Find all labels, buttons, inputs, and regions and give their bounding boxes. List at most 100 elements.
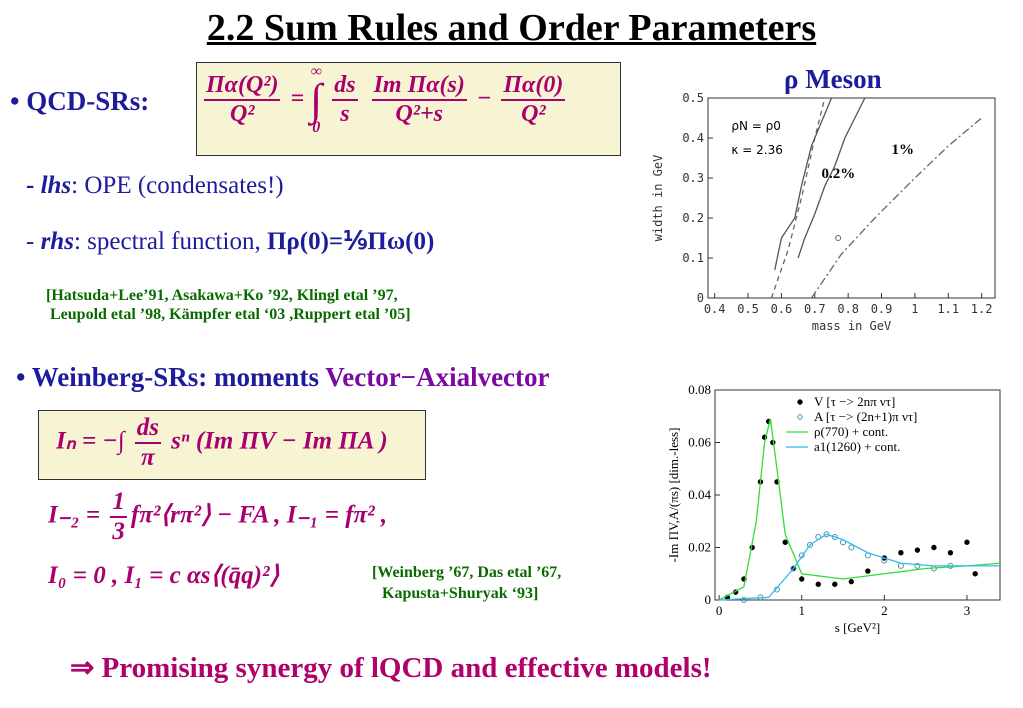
data-point [931, 544, 937, 551]
text: [Hatsuda+Lee’91, Asakawa+Ko ’92, Klingl … [46, 287, 398, 304]
y-tick-label: 0 [705, 592, 712, 607]
data-point [815, 581, 821, 587]
line-series [810, 117, 983, 299]
data-point [947, 550, 954, 556]
y-tick-label: 0 [697, 291, 704, 305]
y-tick-label: 0.08 [688, 382, 711, 397]
formula: I₀ = 0 , I₁ = c αs⟨(q̄q)²⟩ [48, 562, 280, 589]
data-point [831, 534, 838, 540]
line-series [718, 418, 1001, 601]
formula-part: ds [134, 414, 161, 444]
conclusion: ⇒ Promising synergy of lQCD and effectiv… [70, 652, 712, 684]
formula-part: 3 [112, 518, 125, 545]
line-series [774, 97, 833, 271]
y-tick-label: 0.04 [688, 487, 711, 502]
text: : OPE (condensates!) [71, 172, 284, 199]
data-point [972, 571, 978, 577]
data-point [914, 562, 921, 569]
formula-part: Q² [521, 101, 546, 127]
text: Πρ(0)=⅑Πω(0) [266, 228, 435, 255]
formula-part: − [476, 85, 492, 112]
x-tick-label: 0.6 [771, 302, 793, 316]
formula: I₋₂ = 1 3 fπ²⟨rπ²⟩ − FA , I₋₁ = fπ² , [48, 488, 387, 546]
formula-part: s [340, 101, 350, 127]
annotation: κ = 2.36 [731, 143, 782, 157]
data-point [799, 576, 805, 582]
text: Vector−Axialvector [325, 362, 550, 392]
data-point [835, 235, 842, 241]
formula: Iₙ = −∫ ds π sⁿ (Im ΠV − Im ΠA ) [56, 414, 388, 472]
y-tick-label: 0.3 [682, 171, 704, 185]
formula-part: Q²+s [395, 101, 443, 127]
formula-part: Πα(Q²) [204, 72, 281, 101]
x-tick-label: 0.7 [804, 302, 826, 316]
legend-label: A [τ −> (2n+1)π ντ] [814, 409, 917, 424]
data-point [898, 550, 904, 556]
chart: 0 1 2 3 0 0.02 0.04 0.06 0.08 s [GeV²] -Im ΠV,A/(π… [660, 382, 1002, 634]
formula-part: ∞ [310, 63, 322, 80]
data-point [782, 539, 788, 545]
reference: [Hatsuda+Lee’91, Asakawa+Ko ’92, Klingl … [46, 286, 411, 324]
formula-part: Iₙ = −∫ [56, 427, 125, 455]
x-axis-label: s [GeV²] [835, 620, 880, 634]
x-tick-label: 1 [798, 603, 805, 618]
x-tick-label: 3 [964, 603, 971, 618]
data-point [740, 597, 747, 603]
legend-label: V [τ −> 2nπ ντ] [814, 394, 895, 409]
x-tick-label: 1.2 [971, 302, 993, 316]
formula-box [196, 62, 621, 156]
formula-box [38, 410, 426, 480]
text: - [26, 228, 41, 255]
text: Leupold etal ’98, Kämpfer etal ‘03 ,Rupp… [50, 306, 411, 323]
x-tick-label: 0.9 [871, 302, 893, 316]
bullet: • QCD-SRs: [10, 86, 150, 116]
formula-part: = [290, 85, 305, 112]
x-tick-label: 0.5 [737, 302, 759, 316]
data-point [848, 578, 855, 585]
x-tick-label: 0 [716, 603, 723, 618]
text: : spectral function, [73, 228, 267, 255]
y-tick-label: 0.5 [682, 91, 704, 105]
formula-part: π [140, 444, 155, 471]
legend-label: ρ(770) + cont. [814, 424, 888, 439]
formula-part: sⁿ (Im ΠV − Im ΠA ) [164, 427, 388, 455]
x-tick-label: 1 [911, 302, 918, 316]
formula-part: Πα(0) [501, 72, 566, 101]
slide-title: 2.2 Sum Rules and Order Parameters [206, 7, 817, 49]
x-tick-label: 0.4 [704, 302, 726, 316]
y-tick-label: 0.1 [682, 251, 704, 265]
text: - [26, 172, 41, 199]
formula: Πα(Q²) Q² = ∞ ∫ 0 ds s Im Πα(s) Q²+s − Πα(0) Q… [200, 64, 569, 136]
y-axis-label: -Im ΠV,A/(πs) [dim.-less] [666, 428, 681, 563]
data-point [865, 568, 871, 574]
annotation: 1% [892, 142, 915, 158]
formula-part: ∫ [310, 75, 323, 124]
y-tick-label: 0.4 [682, 131, 704, 145]
y-axis-label: width in GeV [651, 155, 665, 242]
legend-label: a1(1260) + cont. [814, 439, 900, 454]
text: [Weinberg ’67, Das etal ’67, [372, 564, 562, 581]
x-tick-label: 0.8 [837, 302, 859, 316]
formula-part: fπ²⟨rπ²⟩ − FA , I₋₁ = fπ² , [130, 501, 388, 529]
legend-marker [797, 414, 803, 420]
y-tick-label: 0.06 [688, 435, 711, 450]
chart-title: ρ Meson [784, 64, 882, 94]
text-line: - rhs: spectral function, Πρ(0)=⅑Πω(0) [26, 226, 434, 256]
data-point [897, 562, 904, 569]
data-point [914, 547, 921, 553]
data-point [848, 544, 855, 551]
y-tick-label: 0.02 [688, 540, 711, 555]
text: Kapusta+Shuryak ‘93] [382, 585, 539, 602]
formula-part: ds [332, 72, 358, 101]
data-point [823, 531, 830, 538]
data-point [832, 581, 838, 587]
formula-part: 0 [312, 119, 321, 136]
chart: 0.4 0.5 0.6 0.7 0.8 0.9 1 1.1 1.2 0 0.1 0.2 0.3 0.4 0.… [650, 88, 1022, 350]
x-tick-label: 2 [881, 603, 888, 618]
bullet: • Weinberg-SRs: moments Vector−Axialvect… [16, 362, 550, 393]
y-tick-label: 0.2 [682, 211, 704, 225]
data-point [798, 552, 805, 559]
x-tick-label: 1.1 [937, 302, 959, 316]
data-point [964, 539, 970, 545]
